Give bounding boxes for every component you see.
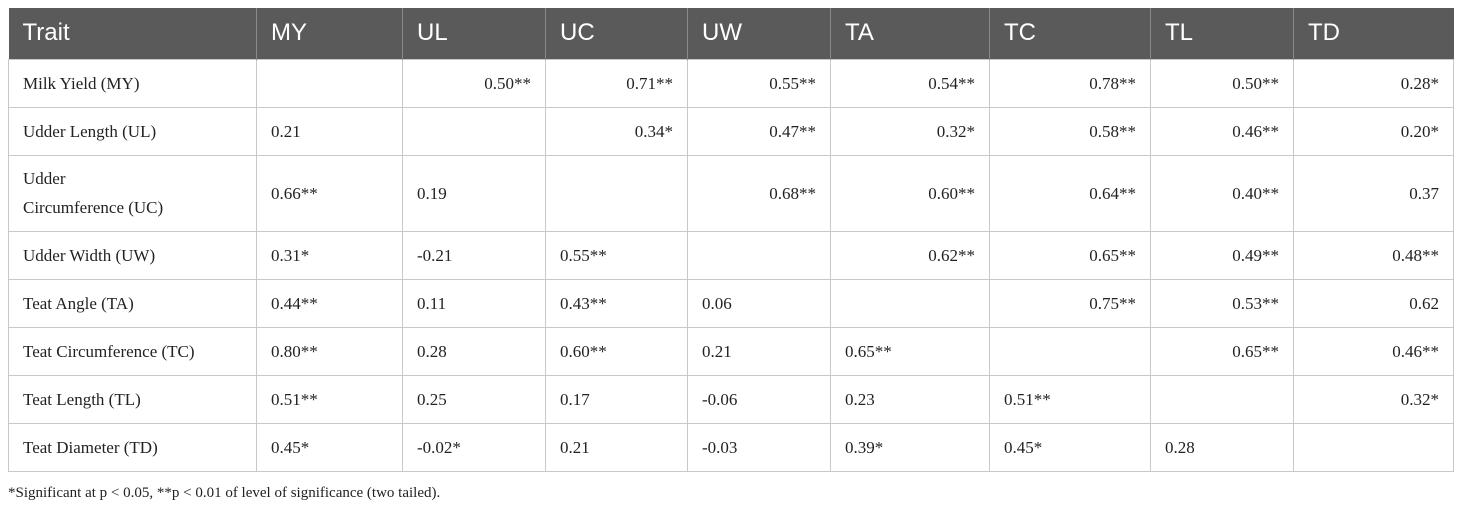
correlation-cell: -0.03 (687, 422, 831, 472)
header-uc: UC (545, 8, 688, 59)
correlation-cell: 0.65** (1150, 326, 1294, 376)
correlation-cell: 0.32* (1293, 374, 1454, 424)
correlation-cell: 0.58** (989, 106, 1151, 156)
trait-name-cell: Teat Circumference (TC) (8, 326, 257, 376)
trait-name-cell: Udder Circumference (UC) (8, 154, 257, 232)
correlation-cell: 0.55** (545, 230, 688, 280)
correlation-cell: 0.32* (830, 106, 990, 156)
header-tl: TL (1150, 8, 1294, 59)
correlation-cell: 0.21 (687, 326, 831, 376)
diagonal-cell (1293, 422, 1454, 472)
header-td: TD (1293, 8, 1454, 59)
correlation-cell: 0.54** (830, 58, 990, 108)
diagonal-cell (256, 58, 403, 108)
correlation-cell: 0.80** (256, 326, 403, 376)
correlation-cell: 0.64** (989, 154, 1151, 232)
correlation-cell: 0.44** (256, 278, 403, 328)
correlation-cell: 0.37 (1293, 154, 1454, 232)
diagonal-cell (402, 106, 546, 156)
correlation-cell: 0.25 (402, 374, 546, 424)
header-uw: UW (687, 8, 831, 59)
table-row: Milk Yield (MY) 0.50** 0.71** 0.55** 0.54** 0… (8, 58, 1454, 108)
correlation-cell: 0.48** (1293, 230, 1454, 280)
diagonal-cell (989, 326, 1151, 376)
correlation-cell: 0.06 (687, 278, 831, 328)
correlation-cell: 0.51** (256, 374, 403, 424)
correlation-cell: 0.46** (1150, 106, 1294, 156)
correlation-cell: 0.55** (687, 58, 831, 108)
header-tc: TC (989, 8, 1151, 59)
correlation-cell: 0.65** (830, 326, 990, 376)
trait-name-cell: Udder Width (UW) (8, 230, 257, 280)
correlation-table-container: Trait MY UL UC UW TA TC TL TD Milk Yield… (8, 8, 1454, 472)
correlation-cell: 0.20* (1293, 106, 1454, 156)
table-row: Teat Circumference (TC) 0.80** 0.28 0.60** 0… (8, 326, 1454, 376)
correlation-cell: -0.02* (402, 422, 546, 472)
table-header-row: Trait MY UL UC UW TA TC TL TD (8, 8, 1454, 59)
table-body: Milk Yield (MY) 0.50** 0.71** 0.55** 0.54** 0… (8, 58, 1454, 472)
correlation-cell: 0.28 (1150, 422, 1294, 472)
correlation-cell: 0.45* (256, 422, 403, 472)
header-ta: TA (830, 8, 990, 59)
correlation-cell: 0.49** (1150, 230, 1294, 280)
correlation-cell: 0.78** (989, 58, 1151, 108)
table-row: Teat Diameter (TD) 0.45* -0.02* 0.21 -0.03 0.… (8, 422, 1454, 472)
diagonal-cell (545, 154, 688, 232)
correlation-cell: 0.28 (402, 326, 546, 376)
table-row: Udder Length (UL) 0.21 0.34* 0.47** 0.32* 0.5… (8, 106, 1454, 156)
correlation-table: Trait MY UL UC UW TA TC TL TD Milk Yield… (8, 8, 1454, 472)
correlation-cell: 0.50** (1150, 58, 1294, 108)
header-trait: Trait (8, 8, 257, 59)
correlation-cell: -0.06 (687, 374, 831, 424)
correlation-cell: 0.62** (830, 230, 990, 280)
correlation-cell: 0.43** (545, 278, 688, 328)
correlation-cell: 0.46** (1293, 326, 1454, 376)
diagonal-cell (687, 230, 831, 280)
correlation-cell: 0.75** (989, 278, 1151, 328)
header-my: MY (256, 8, 403, 59)
trait-name-cell: Udder Length (UL) (8, 106, 257, 156)
correlation-cell: 0.66** (256, 154, 403, 232)
correlation-cell: 0.34* (545, 106, 688, 156)
correlation-cell: 0.65** (989, 230, 1151, 280)
correlation-cell: -0.21 (402, 230, 546, 280)
correlation-cell: 0.11 (402, 278, 546, 328)
correlation-cell: 0.60** (830, 154, 990, 232)
trait-name-cell: Teat Angle (TA) (8, 278, 257, 328)
table-footnote: *Significant at p < 0.05, **p < 0.01 of … (8, 485, 441, 501)
correlation-cell: 0.28* (1293, 58, 1454, 108)
correlation-cell: 0.21 (256, 106, 403, 156)
diagonal-cell (830, 278, 990, 328)
trait-name-cell: Milk Yield (MY) (8, 58, 257, 108)
table-row: Teat Angle (TA) 0.44** 0.11 0.43** 0.06 0.75*… (8, 278, 1454, 328)
correlation-cell: 0.60** (545, 326, 688, 376)
trait-name-cell: Teat Diameter (TD) (8, 422, 257, 472)
correlation-cell: 0.45* (989, 422, 1151, 472)
correlation-cell: 0.53** (1150, 278, 1294, 328)
correlation-cell: 0.62 (1293, 278, 1454, 328)
diagonal-cell (1150, 374, 1294, 424)
trait-name-cell: Teat Length (TL) (8, 374, 257, 424)
correlation-cell: 0.51** (989, 374, 1151, 424)
correlation-cell: 0.40** (1150, 154, 1294, 232)
correlation-cell: 0.31* (256, 230, 403, 280)
correlation-cell: 0.17 (545, 374, 688, 424)
correlation-cell: 0.39* (830, 422, 990, 472)
correlation-cell: 0.19 (402, 154, 546, 232)
header-ul: UL (402, 8, 546, 59)
correlation-cell: 0.68** (687, 154, 831, 232)
correlation-cell: 0.21 (545, 422, 688, 472)
table-row: Udder Circumference (UC) 0.66** 0.19 0.68**… (8, 154, 1454, 232)
table-row: Teat Length (TL) 0.51** 0.25 0.17 -0.06 0.23 0… (8, 374, 1454, 424)
table-row: Udder Width (UW) 0.31* -0.21 0.55** 0.62** 0.… (8, 230, 1454, 280)
correlation-cell: 0.71** (545, 58, 688, 108)
correlation-cell: 0.50** (402, 58, 546, 108)
correlation-cell: 0.23 (830, 374, 990, 424)
correlation-cell: 0.47** (687, 106, 831, 156)
